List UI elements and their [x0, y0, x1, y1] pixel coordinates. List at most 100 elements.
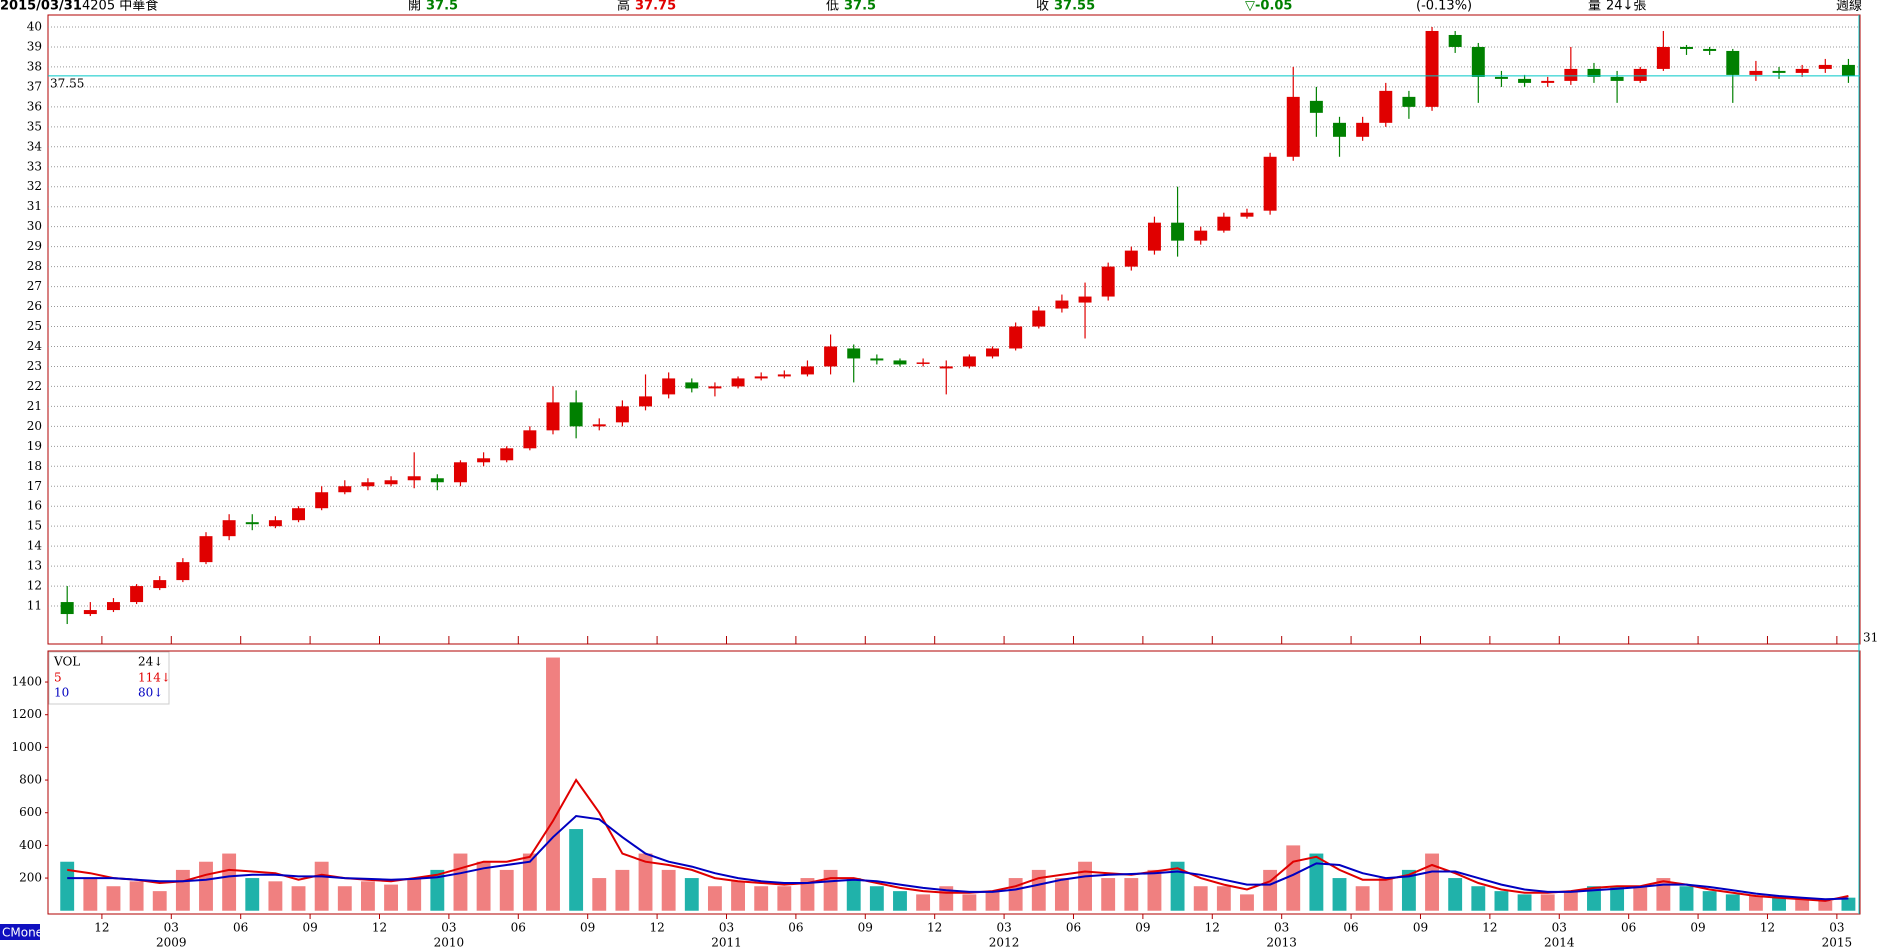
- candle-body: [222, 520, 236, 537]
- candle-body: [176, 562, 190, 581]
- candle-body: [1818, 64, 1832, 69]
- candle-body: [1680, 46, 1693, 49]
- ma-line: [67, 814, 1849, 901]
- x-tick-label: 12: [927, 921, 942, 935]
- x-tick-label: 06: [1066, 921, 1081, 935]
- stock-name: 4205 中華食: [82, 0, 158, 14]
- candle-body: [916, 362, 930, 364]
- candle-body: [430, 478, 444, 483]
- candle-body: [153, 580, 167, 589]
- y-tick-label: 31: [27, 199, 42, 213]
- candle-body: [685, 382, 699, 389]
- volume-bar: [1147, 869, 1162, 911]
- candle-body: [1009, 326, 1023, 349]
- candle-body: [1078, 296, 1092, 303]
- volume-bar: [1517, 894, 1532, 911]
- y-tick-label: 34: [27, 139, 43, 153]
- y-tick-label: 1000: [11, 740, 42, 754]
- x-tick-label: 12: [1205, 921, 1220, 935]
- candle-body: [523, 430, 537, 449]
- volume-bar: [1587, 886, 1601, 911]
- y-tick-label: 17: [27, 479, 42, 493]
- candle-body: [1471, 46, 1485, 77]
- volume-bar: [1772, 897, 1786, 911]
- volume-bar: [1031, 869, 1046, 911]
- candle-body: [1494, 76, 1508, 79]
- volume-bar: [777, 886, 792, 911]
- candle-body: [106, 602, 120, 611]
- candle-body: [893, 360, 907, 365]
- close-label: 收: [1036, 0, 1049, 14]
- y-tick-label: 600: [19, 805, 42, 819]
- volume-bar: [916, 894, 931, 911]
- volume-bar: [1471, 886, 1486, 911]
- y-tick-label: 1400: [11, 675, 42, 689]
- y-tick-label: 14: [27, 539, 43, 553]
- candle-body: [384, 480, 398, 485]
- volume-bar: [638, 853, 653, 911]
- change: ▽-0.05: [1245, 0, 1292, 14]
- volume-bar: [522, 853, 537, 911]
- candle-body: [824, 346, 838, 367]
- candle-body: [1772, 70, 1786, 73]
- x-tick-label: 12: [372, 921, 387, 935]
- candle-body: [615, 406, 629, 423]
- x-tick-label: 06: [1621, 921, 1636, 935]
- candle-body: [731, 378, 745, 387]
- candle-body: [130, 586, 144, 603]
- y-tick-label: 12: [27, 579, 42, 593]
- volume-bar: [707, 886, 722, 911]
- candle-body: [1795, 68, 1809, 73]
- y-tick-label: 36: [27, 99, 42, 113]
- volume-bar: [1494, 891, 1509, 911]
- volume-bar: [1748, 896, 1763, 911]
- y-tick-label: 40: [27, 19, 42, 33]
- y-tick-label: 1200: [11, 707, 42, 721]
- ma-line: [67, 778, 1849, 902]
- volume-bar: [1263, 869, 1278, 911]
- candle-body: [939, 366, 953, 369]
- y-tick-label: 28: [27, 259, 42, 273]
- x-tick-label: 09: [1413, 921, 1428, 935]
- open-value: 37.5: [426, 0, 458, 14]
- volume-bar: [1240, 894, 1254, 911]
- y-tick-label: 26: [27, 299, 42, 313]
- candle-body: [1240, 212, 1254, 217]
- x-tick-label: 12: [1760, 921, 1775, 935]
- candle-body: [1703, 48, 1717, 51]
- legend-name: VOL: [53, 655, 80, 669]
- y-tick-label: 13: [27, 559, 42, 573]
- candle-body: [1356, 122, 1370, 137]
- volume-bar: [1540, 894, 1555, 911]
- candle-body: [83, 610, 97, 615]
- legend-box: [48, 651, 170, 705]
- volume-bar: [1656, 878, 1671, 911]
- year-label: 2011: [711, 936, 742, 950]
- volume-bar: [1841, 897, 1856, 911]
- x-tick-label: 09: [858, 921, 873, 935]
- volume-bar: [1448, 878, 1463, 911]
- volume-bar: [291, 886, 306, 911]
- candle-body: [1564, 68, 1578, 81]
- x-tick-label: 03: [996, 921, 1011, 935]
- volume-bar: [869, 886, 884, 911]
- volume-bar: [962, 894, 977, 911]
- volume-bar: [245, 878, 260, 911]
- y-tick-label: 39: [27, 39, 42, 53]
- candle-body: [361, 482, 375, 487]
- x-tick-label: 06: [1343, 921, 1358, 935]
- x-tick-label: 06: [788, 921, 803, 935]
- legend-name: 5: [54, 671, 62, 685]
- candle-body: [1841, 64, 1855, 76]
- candle-body: [1379, 90, 1393, 123]
- volume-bar: [893, 891, 907, 911]
- x-tick-label: 03: [441, 921, 456, 935]
- cursor-label: 31: [1863, 631, 1878, 645]
- candle-body: [292, 508, 306, 521]
- x-tick-label: 09: [302, 921, 317, 935]
- candle-body: [1726, 50, 1740, 75]
- candle-body: [592, 424, 606, 427]
- year-label: 2013: [1266, 936, 1297, 950]
